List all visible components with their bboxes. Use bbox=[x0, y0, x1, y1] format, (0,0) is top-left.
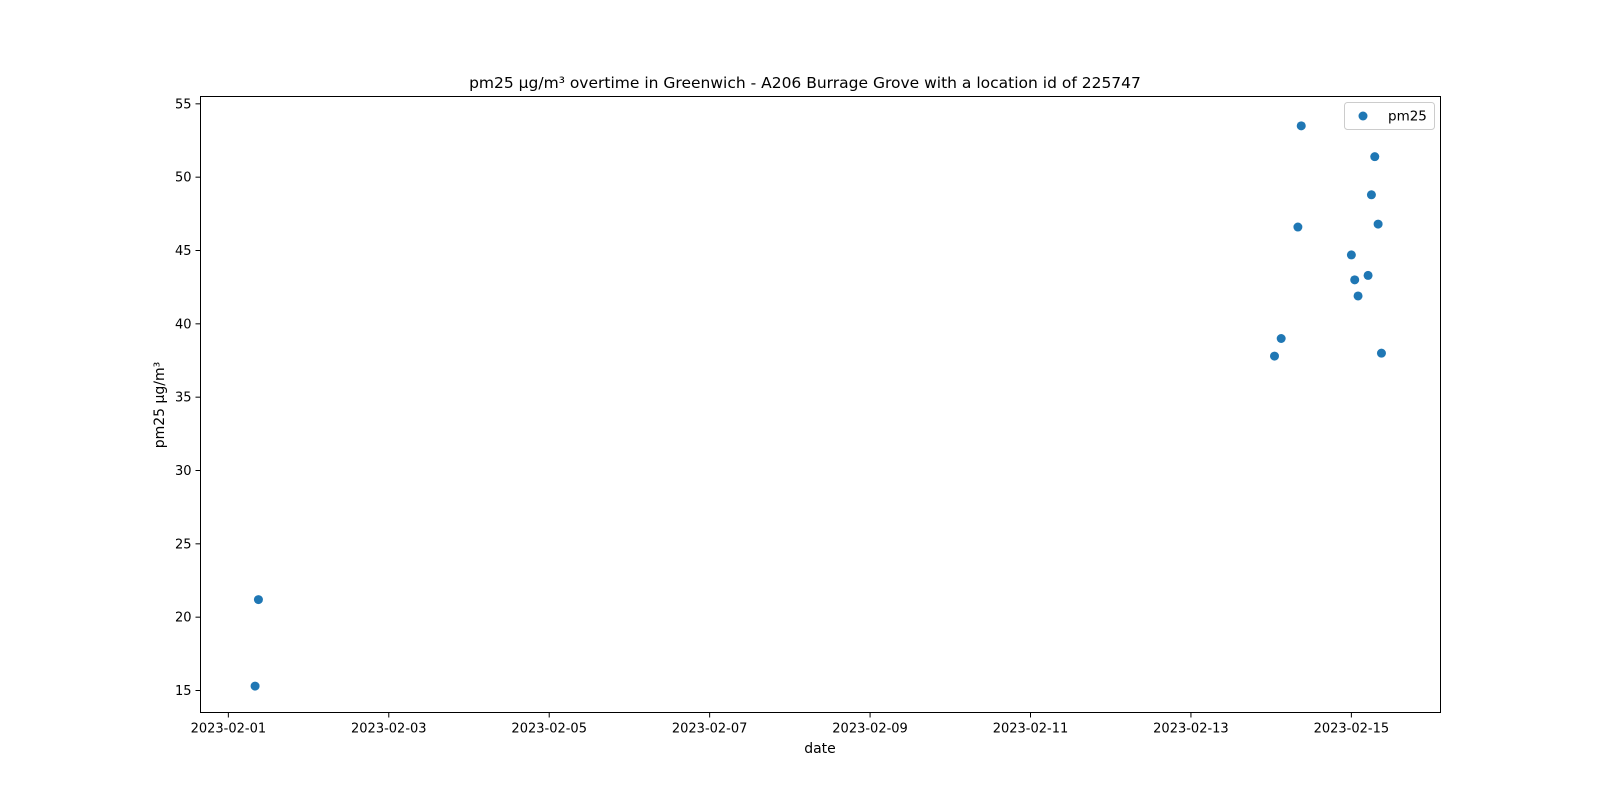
data-point bbox=[1370, 152, 1380, 162]
data-point bbox=[1269, 351, 1279, 361]
y-tick-label: 25 bbox=[175, 537, 192, 552]
legend: pm25 bbox=[1344, 102, 1435, 130]
data-point bbox=[1373, 219, 1383, 229]
data-point bbox=[1346, 250, 1356, 260]
chart-title: pm25 µg/m³ overtime in Greenwich - A206 … bbox=[469, 74, 1141, 92]
data-point bbox=[1296, 121, 1306, 131]
x-tick-label: 2023-02-13 bbox=[1153, 722, 1229, 737]
x-tick-label: 2023-02-09 bbox=[832, 722, 908, 737]
x-tick-label: 2023-02-01 bbox=[191, 722, 267, 737]
data-point bbox=[1376, 348, 1386, 358]
data-point bbox=[253, 595, 263, 605]
data-point bbox=[1366, 190, 1376, 200]
y-tick-label: 45 bbox=[175, 244, 192, 259]
data-point bbox=[250, 681, 260, 691]
x-axis-label: date bbox=[804, 741, 836, 757]
plot-area bbox=[200, 96, 1441, 713]
y-tick-label: 15 bbox=[175, 684, 192, 699]
y-tick-label: 20 bbox=[175, 611, 192, 626]
x-tick-label: 2023-02-05 bbox=[511, 722, 587, 737]
x-tick-label: 2023-02-07 bbox=[672, 722, 748, 737]
data-point bbox=[1363, 270, 1373, 280]
data-point bbox=[1293, 222, 1303, 232]
y-tick-label: 30 bbox=[175, 464, 192, 479]
y-axis-label: pm25 µg/m³ bbox=[152, 362, 168, 449]
y-tick-label: 40 bbox=[175, 317, 192, 332]
data-point bbox=[1350, 275, 1360, 285]
x-tick-label: 2023-02-11 bbox=[993, 722, 1069, 737]
x-tick-label: 2023-02-15 bbox=[1314, 722, 1390, 737]
legend-label: pm25 bbox=[1388, 109, 1427, 125]
y-axis: 15 20 25 30 35 40 45 50 55 bbox=[175, 97, 201, 699]
y-tick-label: 55 bbox=[175, 97, 192, 112]
y-tick-label: 50 bbox=[175, 171, 192, 186]
legend-marker bbox=[1358, 111, 1368, 121]
x-tick-label: 2023-02-03 bbox=[351, 722, 427, 737]
x-axis: 2023-02-01 2023-02-03 2023-02-05 2023-02-07… bbox=[191, 712, 1390, 737]
data-point bbox=[1276, 334, 1286, 343]
legend-box bbox=[1344, 102, 1435, 130]
y-tick-label: 35 bbox=[175, 391, 192, 406]
data-point bbox=[1353, 291, 1363, 301]
data-points bbox=[250, 121, 1386, 691]
